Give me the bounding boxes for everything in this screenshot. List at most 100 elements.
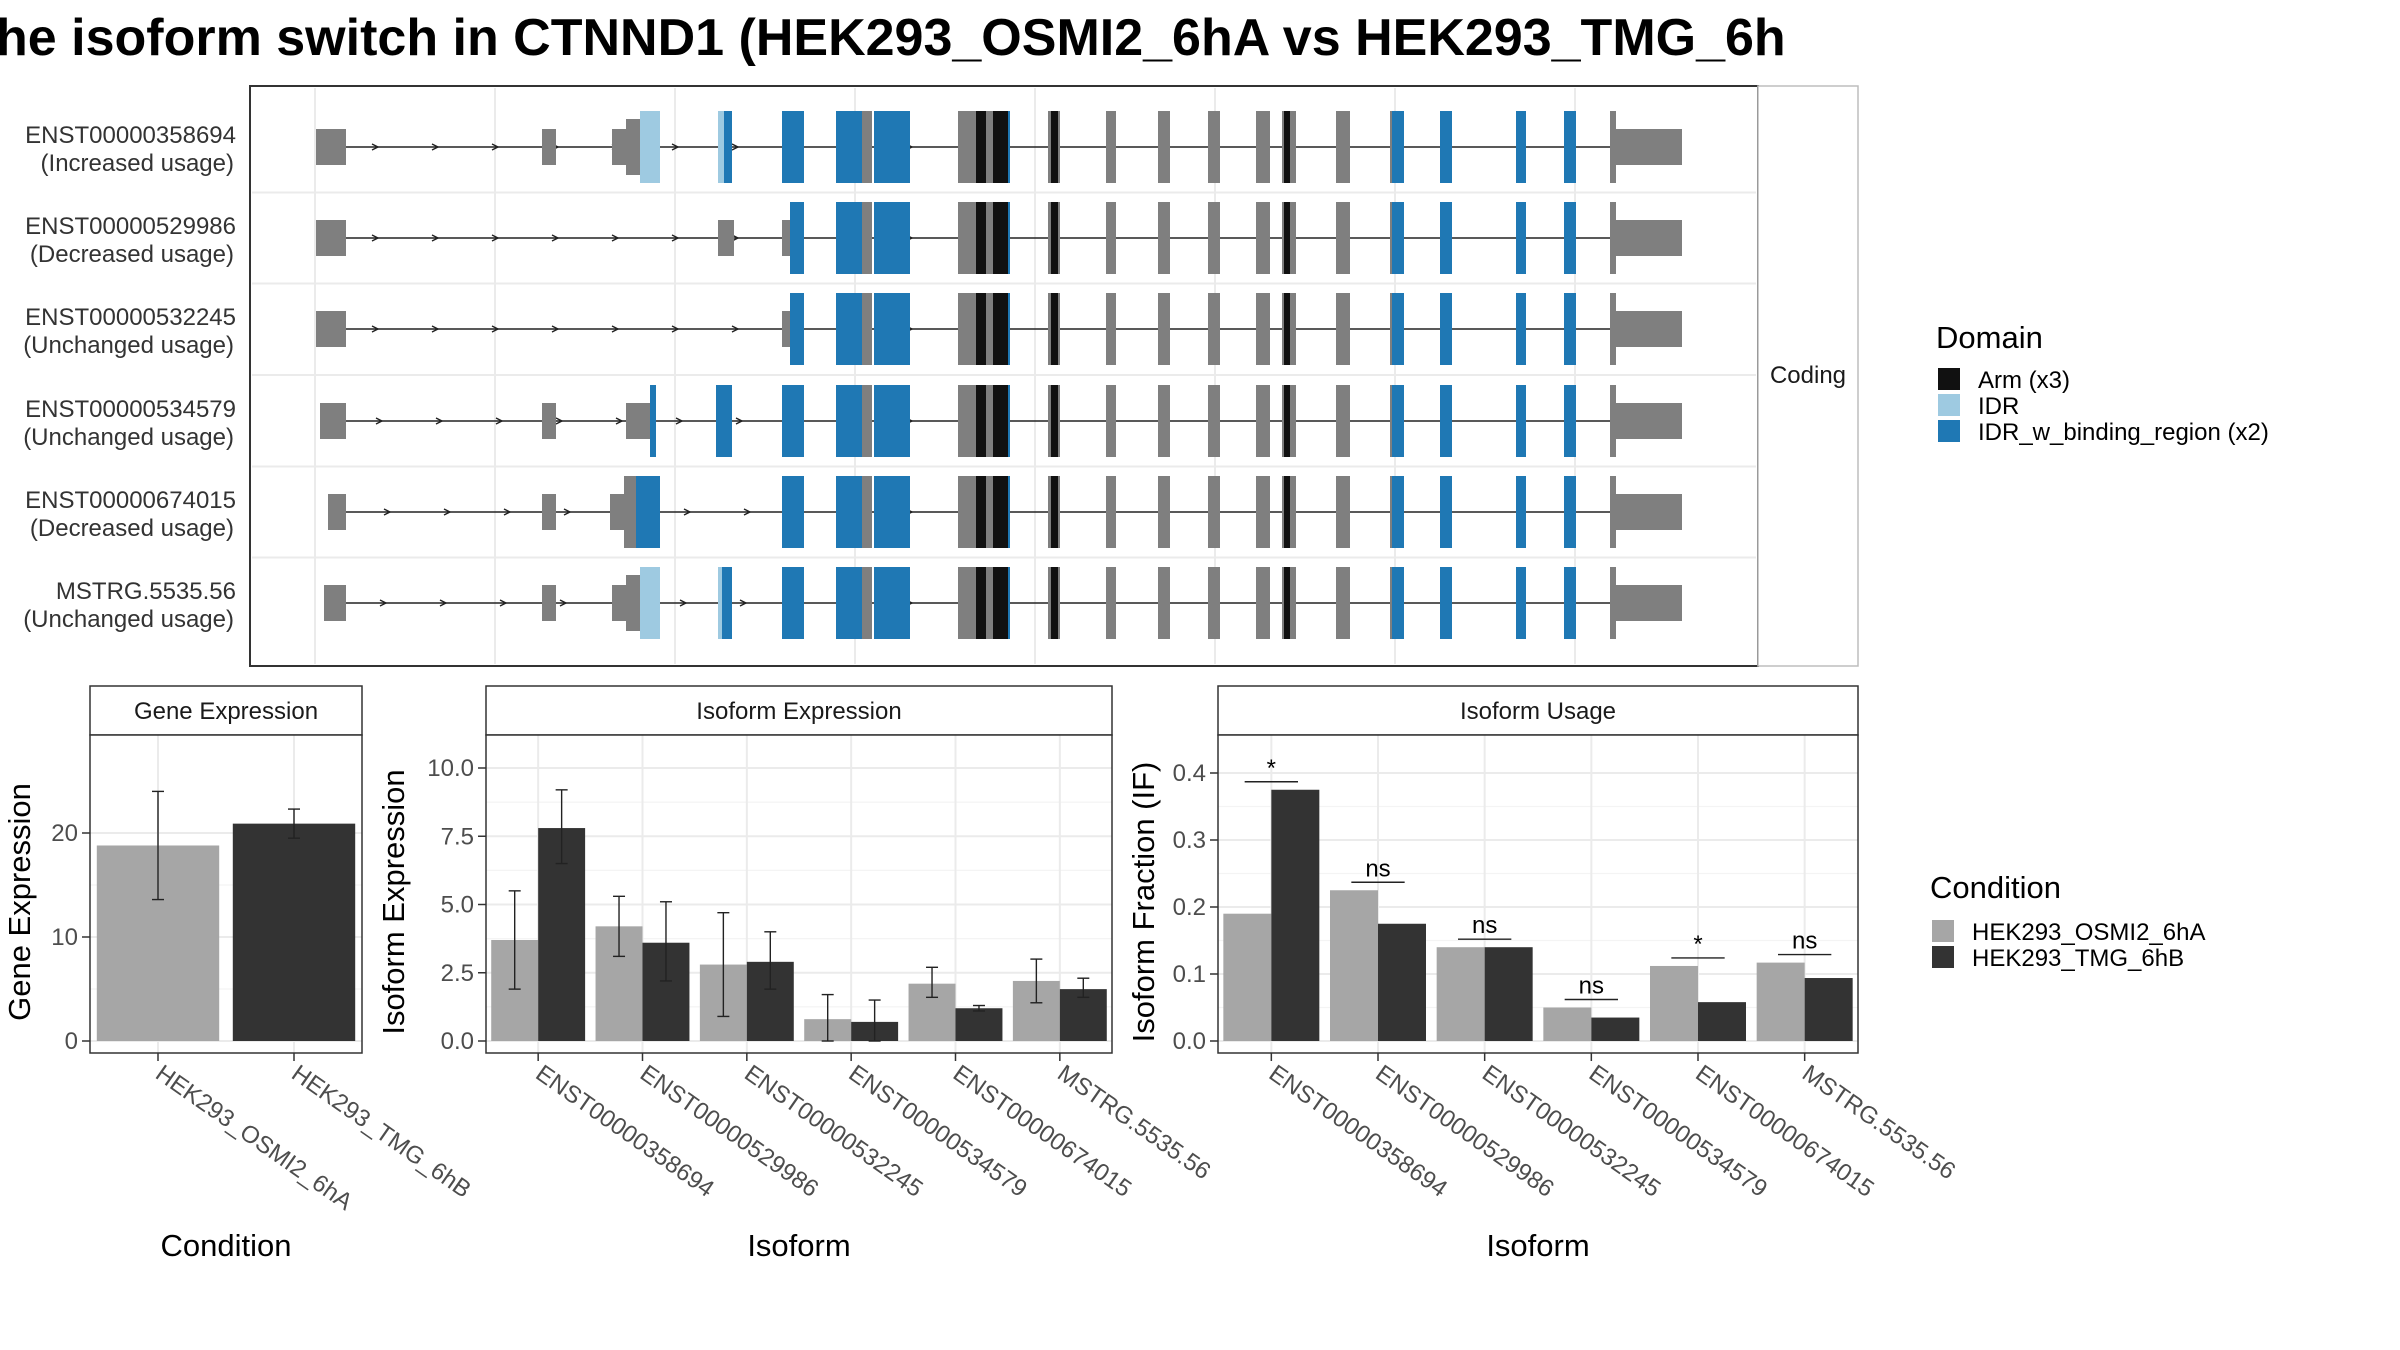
idr-binding-domain xyxy=(874,293,910,365)
idr-binding-domain xyxy=(1564,385,1576,457)
arm-domain xyxy=(976,111,986,183)
exon xyxy=(1336,293,1350,365)
exon xyxy=(1614,494,1682,530)
domain-legend-swatch xyxy=(1938,368,1960,390)
exon xyxy=(1614,311,1682,347)
exon xyxy=(1614,585,1682,621)
exon xyxy=(1336,202,1350,274)
panel-title: Gene Expression xyxy=(134,698,318,725)
idr-domain xyxy=(718,111,724,183)
intron-arrow-icon xyxy=(615,417,624,425)
idr-binding-domain xyxy=(1392,293,1404,365)
intron-arrow-icon xyxy=(555,417,564,425)
intron-arrow-icon xyxy=(495,417,504,425)
exon xyxy=(1614,129,1682,165)
exon xyxy=(1256,202,1270,274)
panel-title: Isoform Usage xyxy=(1460,698,1616,725)
idr-binding-domain xyxy=(1440,202,1452,274)
idr-binding-domain xyxy=(1564,202,1576,274)
y-axis-title: Isoform Fraction (IF) xyxy=(1126,762,1161,1043)
intron-arrow-icon xyxy=(671,325,680,333)
y-tick-label: 0.0 xyxy=(441,1028,474,1055)
domain-legend-title: Domain xyxy=(1936,320,2043,355)
exon xyxy=(1256,385,1270,457)
exon xyxy=(958,476,976,548)
significance-label: ns xyxy=(1472,912,1497,939)
coding-strip xyxy=(1757,85,1859,667)
exon xyxy=(862,202,872,274)
x-tick-label: ENST00000532245 xyxy=(739,1060,927,1203)
idr-binding-domain xyxy=(874,567,910,639)
bar xyxy=(1650,965,1698,1041)
idr-binding-domain xyxy=(1564,476,1576,548)
exon xyxy=(1610,293,1616,365)
arm-domain xyxy=(976,476,986,548)
idr-binding-domain xyxy=(874,202,910,274)
exon xyxy=(986,385,993,457)
exon xyxy=(626,403,650,439)
intron-arrow-icon xyxy=(371,234,380,242)
exon xyxy=(316,220,346,256)
intron-arrow-icon xyxy=(383,508,392,516)
intron-arrow-icon xyxy=(491,234,500,242)
exon xyxy=(1290,202,1294,274)
x-axis-title: Condition xyxy=(161,1228,292,1263)
transcript-row-MSTRG.5535.56 xyxy=(324,567,1682,639)
exon xyxy=(320,403,346,439)
intron-arrow-icon xyxy=(679,599,688,607)
idr-binding-domain xyxy=(782,111,804,183)
intron-arrow-icon xyxy=(375,417,384,425)
exon xyxy=(782,311,790,347)
x-tick-label: ENST00000358694 xyxy=(531,1060,719,1203)
x-tick-label: ENST00000529986 xyxy=(635,1060,823,1203)
exon xyxy=(542,585,556,621)
exon xyxy=(1290,567,1294,639)
exon xyxy=(862,111,872,183)
domain-legend-label: IDR_w_binding_region (x2) xyxy=(1978,419,2269,446)
intron-arrow-icon xyxy=(551,234,560,242)
idr-binding-domain xyxy=(1440,111,1452,183)
exon xyxy=(1208,293,1220,365)
exon xyxy=(316,129,346,165)
transcript-id-label: ENST00000532245 xyxy=(25,304,236,331)
exon xyxy=(1158,567,1170,639)
x-tick-label: ENST00000674015 xyxy=(948,1060,1136,1203)
intron-arrow-icon xyxy=(611,325,620,333)
exon xyxy=(328,494,346,530)
arm-domain xyxy=(1051,567,1058,639)
y-tick-label: 0 xyxy=(65,1028,78,1055)
exon xyxy=(958,202,976,274)
idr-binding-domain xyxy=(1392,111,1404,183)
bar xyxy=(1378,923,1426,1041)
exon xyxy=(542,403,556,439)
exon xyxy=(542,129,556,165)
exon xyxy=(612,585,626,621)
plot-border xyxy=(1217,734,1859,1054)
intron-arrow-icon xyxy=(503,508,512,516)
arm-domain xyxy=(993,202,1008,274)
arm-domain xyxy=(1051,202,1058,274)
idr-binding-domain xyxy=(874,476,910,548)
significance-label: ns xyxy=(1579,973,1604,1000)
transcript-id-label: ENST00000534579 xyxy=(25,396,236,423)
condition-legend-label: HEK293_TMG_6hB xyxy=(1972,945,2184,972)
idr-binding-domain xyxy=(790,202,804,274)
idr-binding-domain xyxy=(1516,111,1526,183)
transcript-id-label: MSTRG.5535.56 xyxy=(56,578,236,605)
exon xyxy=(862,293,872,365)
bar xyxy=(1271,789,1320,1041)
intron-arrow-icon xyxy=(551,325,560,333)
exon xyxy=(1610,202,1616,274)
condition-legend-swatch xyxy=(1932,920,1954,942)
exon xyxy=(1158,293,1170,365)
x-tick-label: ENST00000534579 xyxy=(844,1060,1032,1203)
exon xyxy=(1256,476,1270,548)
idr-binding-domain xyxy=(650,385,656,457)
transcript-row-ENST00000674015 xyxy=(328,476,1682,548)
idr-domain xyxy=(718,567,722,639)
exon xyxy=(1208,567,1220,639)
bar xyxy=(1698,1002,1746,1041)
panel-strip xyxy=(89,685,363,736)
